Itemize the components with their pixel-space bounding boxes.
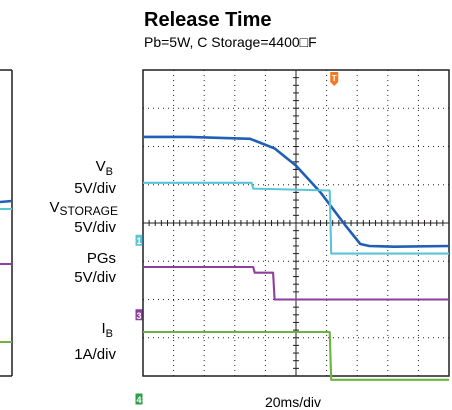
trace-vstorage — [143, 181, 449, 255]
pgs-scale: 5V/div — [74, 269, 116, 286]
ib-scale: 1A/div — [74, 346, 116, 363]
svg-text:VSTORAGE: VSTORAGE — [50, 199, 118, 218]
svg-text:VB VB: VB VB — [96, 158, 113, 178]
svg-text:3: 3 — [136, 311, 141, 321]
adjacent-panel-edge — [0, 69, 13, 377]
channel-marker-1: 1 — [135, 234, 143, 246]
trace-pgs — [143, 265, 449, 301]
channel-marker-4: 4 — [135, 393, 143, 405]
vb-scale: 5V/div — [74, 180, 116, 197]
trigger-marker: T — [330, 72, 339, 86]
chart-subtitle: Pb=5W, C Storage=4400□F — [144, 34, 317, 50]
channel-label-vstorage: VSTORAGE 5V/div — [50, 199, 118, 236]
channel-label-pgs: PGs 5V/div — [74, 250, 116, 286]
trace-vb — [143, 135, 450, 248]
channel-label-vb: VB VB 5V/div — [74, 158, 116, 197]
ib-subscript: B — [106, 328, 113, 340]
trace-ib — [143, 330, 449, 381]
channel-marker-group: 1 3 4 T — [135, 72, 339, 405]
plot-frame — [142, 69, 450, 377]
channel-label-ib: IB 1A/div — [74, 320, 116, 363]
channel-marker-3: 3 — [135, 309, 143, 321]
vb-subscript: B — [106, 166, 113, 178]
x-axis-label: 20ms/div — [265, 394, 321, 410]
plot-grid — [142, 69, 450, 377]
trace-group — [143, 135, 450, 381]
svg-text:IB: IB — [101, 320, 113, 340]
svg-text:1: 1 — [136, 236, 141, 246]
vstorage-scale: 5V/div — [74, 219, 116, 236]
svg-text:T: T — [332, 74, 337, 83]
pgs-name: PGs — [87, 250, 116, 267]
svg-text:4: 4 — [136, 395, 141, 405]
chart-title: Release Time — [144, 9, 272, 31]
